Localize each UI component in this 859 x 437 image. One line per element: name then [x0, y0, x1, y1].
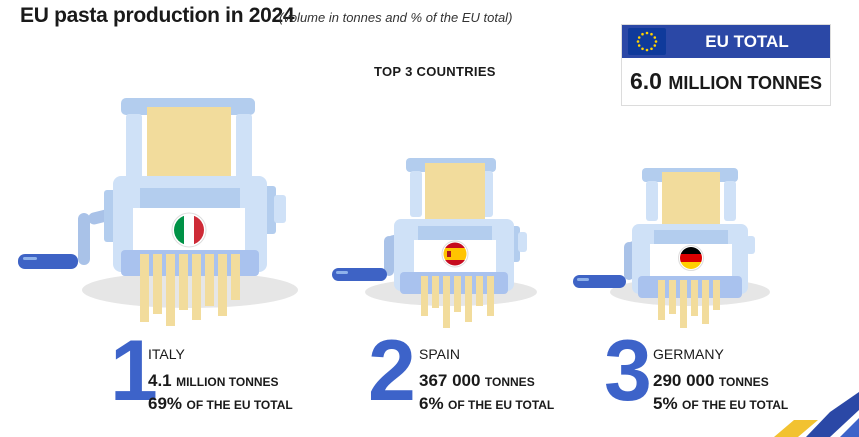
italy-volume-value: 4.1 — [148, 371, 172, 390]
pasta-machine-italy — [18, 98, 298, 326]
country-name-spain: SPAIN — [419, 346, 460, 362]
page-title: EU pasta production in 2024 — [20, 4, 295, 27]
rank-number-1: 1 — [110, 323, 158, 419]
pasta-machine-spain — [332, 158, 537, 328]
eu-total-value: 6.0 MILLION TONNES — [622, 68, 830, 95]
eu-total-unit: MILLION TONNES — [668, 73, 823, 93]
germany-share-value: 5% — [653, 394, 678, 413]
eu-flag-icon — [628, 28, 666, 55]
top3-heading: TOP 3 COUNTRIES — [374, 64, 496, 79]
spain-share-label: OF THE EU TOTAL — [448, 398, 555, 412]
spain-volume-unit: TONNES — [484, 375, 535, 389]
country-name-germany: GERMANY — [653, 346, 724, 362]
germany-volume: 290 000 TONNES — [653, 371, 769, 391]
italy-flag-icon — [171, 212, 207, 248]
spain-volume-value: 367 000 — [419, 371, 481, 390]
country-name-italy: ITALY — [148, 346, 185, 362]
spain-flag-icon — [441, 240, 469, 268]
germany-share: 5% OF THE EU TOTAL — [653, 394, 788, 414]
italy-share: 69% OF THE EU TOTAL — [148, 394, 293, 414]
spain-share: 6% OF THE EU TOTAL — [419, 394, 554, 414]
germany-volume-unit: TONNES — [718, 375, 769, 389]
rank-number-2: 2 — [368, 323, 416, 419]
germany-volume-value: 290 000 — [653, 371, 715, 390]
eu-total-box: EU TOTAL 6.0 MILLION TONNES — [621, 24, 831, 106]
italy-volume-unit: MILLION TONNES — [176, 375, 279, 389]
spain-share-value: 6% — [419, 394, 444, 413]
spain-volume: 367 000 TONNES — [419, 371, 535, 391]
germany-share-label: OF THE EU TOTAL — [682, 398, 789, 412]
italy-share-label: OF THE EU TOTAL — [186, 398, 293, 412]
eu-total-header: EU TOTAL — [622, 25, 830, 58]
page-subtitle: (volume in tonnes and % of the EU total) — [279, 10, 513, 25]
corner-decoration — [774, 392, 859, 437]
eu-total-number: 6.0 — [629, 68, 662, 94]
italy-share-value: 69% — [148, 394, 183, 413]
rank-number-3: 3 — [604, 323, 652, 419]
pasta-machine-germany — [573, 168, 770, 328]
germany-flag-icon — [678, 245, 704, 271]
italy-volume: 4.1 MILLION TONNES — [148, 371, 279, 391]
eu-total-label: EU TOTAL — [705, 32, 789, 51]
